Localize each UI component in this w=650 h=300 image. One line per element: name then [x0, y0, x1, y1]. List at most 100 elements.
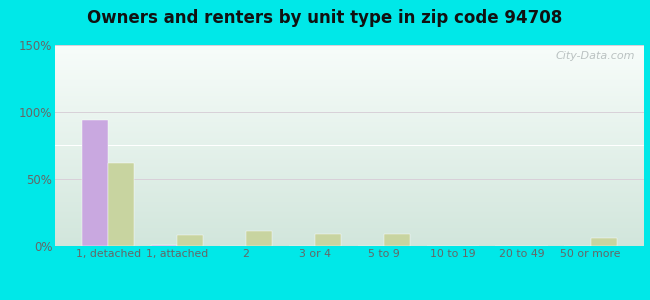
Bar	[55, 152, 644, 154]
Bar	[55, 242, 644, 243]
Bar	[55, 167, 644, 168]
Bar	[55, 77, 644, 78]
Bar	[55, 185, 644, 186]
Bar	[55, 128, 644, 129]
Bar	[315, 234, 341, 246]
Bar	[55, 237, 644, 238]
Bar	[55, 112, 644, 113]
Bar	[55, 47, 644, 48]
Bar	[55, 82, 644, 83]
Bar	[55, 196, 644, 197]
Bar	[55, 67, 644, 68]
Bar	[55, 200, 644, 201]
Bar	[55, 79, 644, 80]
Bar	[55, 206, 644, 207]
Bar	[55, 64, 644, 65]
Bar	[55, 74, 644, 75]
Bar	[55, 75, 644, 76]
Bar	[55, 54, 644, 55]
Bar	[55, 119, 644, 120]
Bar	[55, 195, 644, 196]
Bar	[55, 78, 644, 79]
Bar	[55, 124, 644, 125]
Bar	[55, 60, 644, 61]
Bar	[55, 91, 644, 92]
Bar	[55, 53, 644, 54]
Bar	[55, 213, 644, 214]
Bar	[55, 116, 644, 117]
Bar	[55, 221, 644, 222]
Bar	[55, 113, 644, 114]
Bar	[55, 102, 644, 103]
Bar	[55, 88, 644, 89]
Bar	[55, 183, 644, 184]
Bar	[55, 225, 644, 226]
Bar	[55, 73, 644, 74]
Bar	[55, 118, 644, 119]
Bar	[55, 176, 644, 177]
Bar	[55, 57, 644, 58]
Bar	[591, 238, 617, 246]
Bar	[55, 187, 644, 188]
Bar	[55, 211, 644, 212]
Bar	[55, 68, 644, 69]
Text: City-Data.com: City-Data.com	[555, 51, 634, 61]
Bar	[55, 202, 644, 203]
Bar	[55, 169, 644, 170]
Bar	[55, 207, 644, 208]
Bar	[55, 189, 644, 190]
Bar	[384, 234, 410, 246]
Bar	[55, 236, 644, 237]
Bar	[55, 51, 644, 52]
Bar	[55, 70, 644, 71]
Bar	[55, 104, 644, 105]
Bar	[55, 132, 644, 134]
Bar	[55, 135, 644, 136]
Bar	[55, 201, 644, 202]
Bar	[55, 99, 644, 100]
Bar	[55, 97, 644, 98]
Bar	[55, 228, 644, 229]
Bar	[55, 169, 644, 171]
Bar	[55, 84, 644, 85]
Bar	[151, 245, 177, 246]
Bar	[55, 234, 644, 235]
Bar	[55, 158, 644, 159]
Bar	[55, 241, 644, 242]
Bar	[55, 72, 644, 73]
Bar	[55, 139, 644, 140]
Bar	[55, 151, 644, 152]
Bar	[55, 65, 644, 66]
Bar	[55, 223, 644, 224]
Bar	[55, 143, 644, 145]
Bar	[55, 160, 644, 162]
Bar	[55, 193, 644, 194]
Bar	[55, 155, 644, 157]
Bar	[55, 163, 644, 164]
Bar	[108, 163, 135, 246]
Bar	[55, 181, 644, 182]
Bar	[55, 56, 644, 57]
Bar	[177, 235, 203, 246]
Bar	[55, 46, 644, 47]
Bar	[55, 197, 644, 198]
Bar	[55, 115, 644, 116]
Bar	[55, 239, 644, 240]
Bar	[55, 92, 644, 93]
Bar	[55, 238, 644, 239]
Bar	[55, 129, 644, 130]
Bar	[55, 120, 644, 122]
Bar	[55, 136, 644, 137]
Bar	[55, 126, 644, 128]
Bar	[55, 89, 644, 90]
Text: Owners and renters by unit type in zip code 94708: Owners and renters by unit type in zip c…	[87, 9, 563, 27]
Bar	[55, 63, 644, 64]
Bar	[55, 62, 644, 63]
Bar	[55, 216, 644, 217]
Bar	[55, 80, 644, 81]
Bar	[55, 48, 644, 49]
Bar	[55, 117, 644, 119]
Bar	[55, 107, 644, 108]
Bar	[55, 137, 644, 139]
Bar	[55, 203, 644, 204]
